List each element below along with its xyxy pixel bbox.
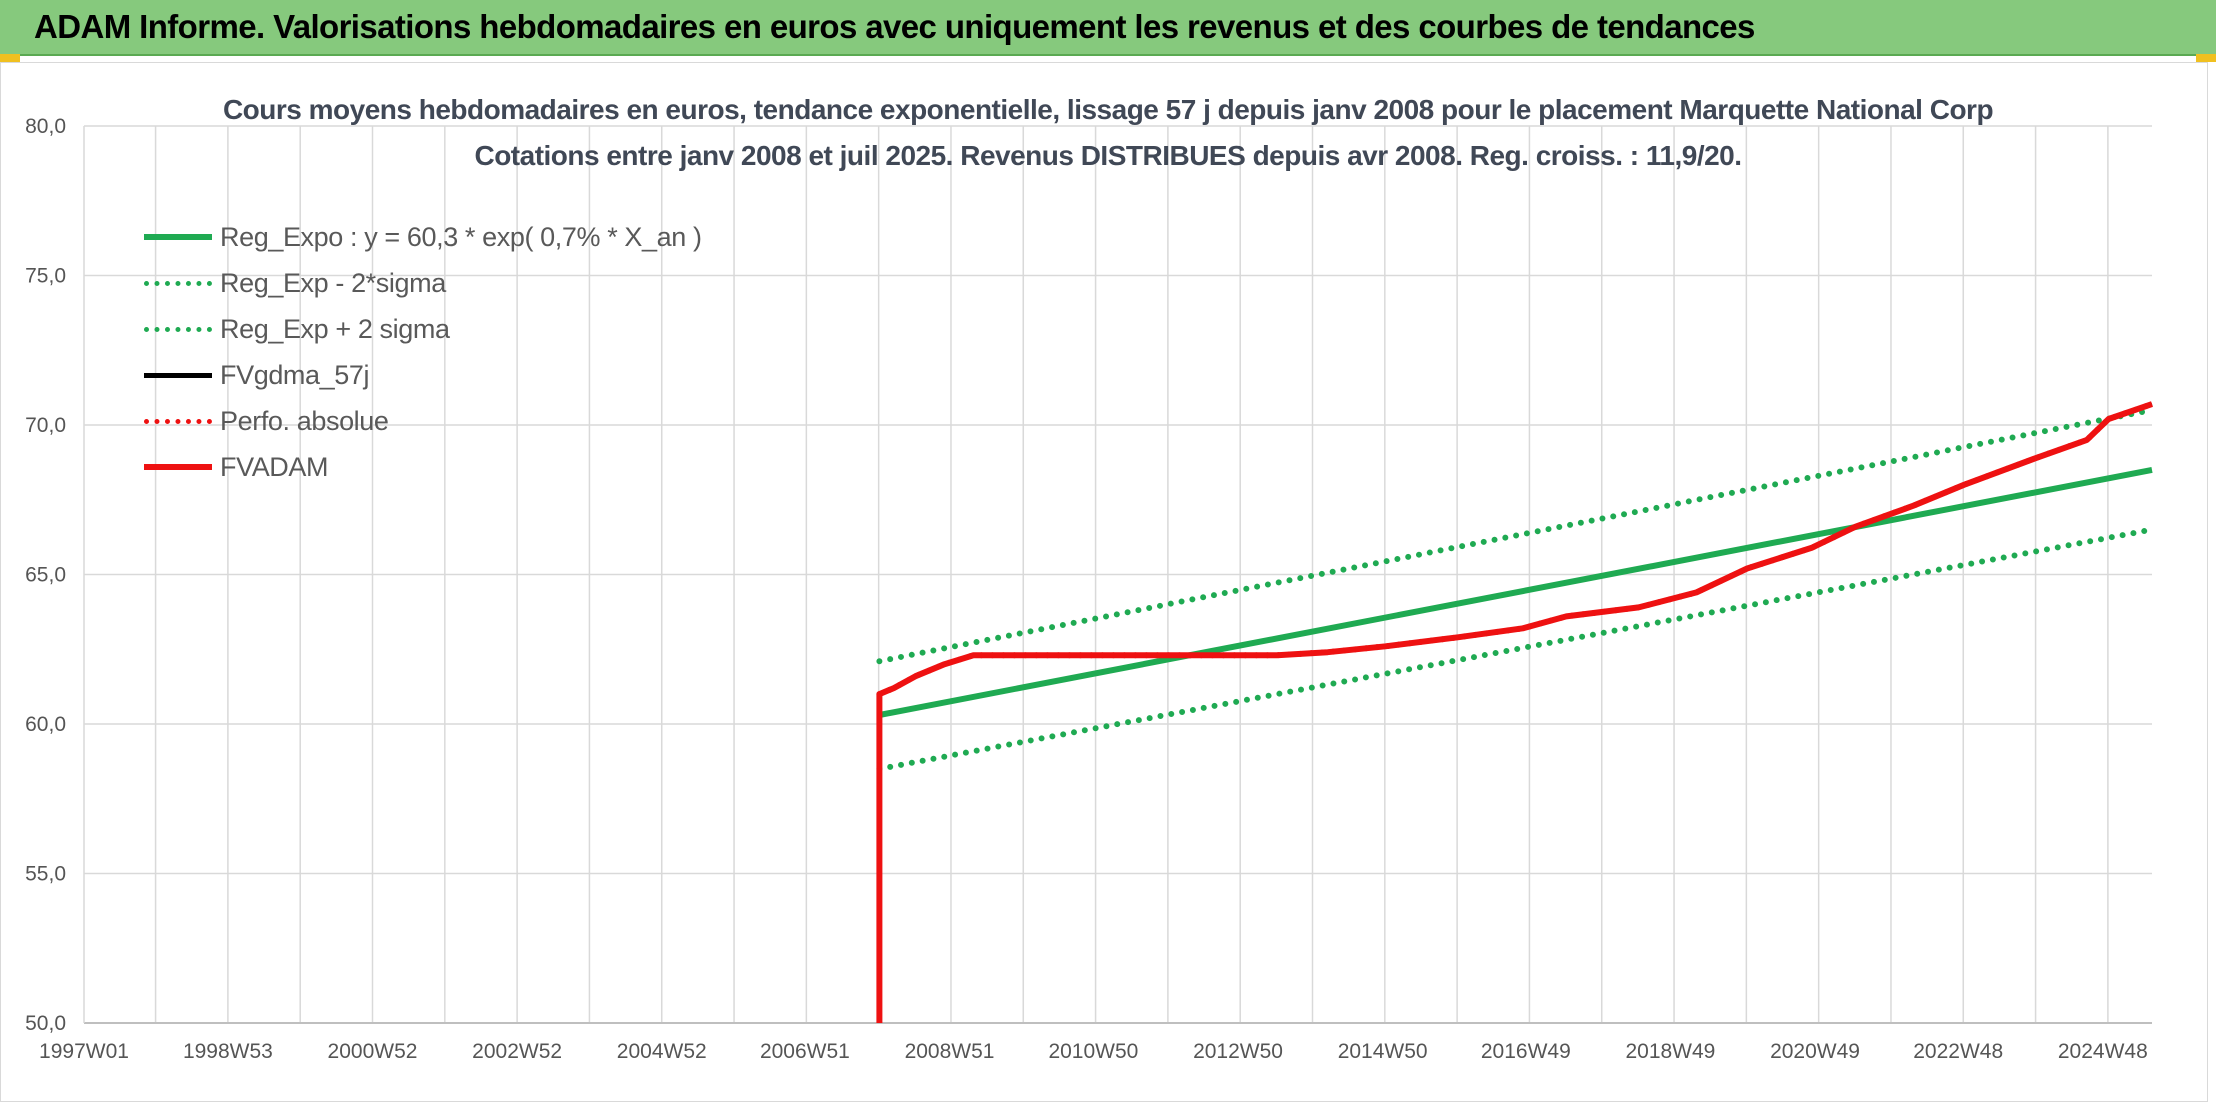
legend-item: FVgdma_57j (144, 352, 702, 398)
y-tick-label: 80,0 (25, 115, 66, 138)
x-tick-label: 2000W52 (328, 1040, 418, 1063)
x-tick-label: 2008W51 (905, 1040, 995, 1063)
y-tick-label: 60,0 (25, 713, 66, 736)
chart-legend: Reg_Expo : y = 60,3 * exp( 0,7% * X_an )… (144, 214, 702, 490)
legend-label: Reg_Exp + 2 sigma (220, 313, 450, 344)
series-layer (876, 401, 2155, 1023)
legend-item: Reg_Exp + 2 sigma (144, 306, 702, 352)
grid-layer (84, 125, 2152, 1024)
y-tick-label: 65,0 (25, 564, 66, 587)
chart-frame (0, 62, 2208, 1102)
legend-swatch (144, 464, 212, 470)
legend-label: FVgdma_57j (220, 359, 370, 390)
report-title: ADAM Informe. Valorisations hebdomadaire… (34, 8, 1755, 45)
legend-item: FVADAM (144, 444, 702, 490)
legend-label: FVADAM (220, 451, 329, 482)
chart-title: Cours moyens hebdomadaires en euros, ten… (222, 94, 1994, 125)
banner-corner-left (0, 54, 20, 62)
legend-label: Perfo. absolue (220, 405, 389, 436)
x-tick-label: 2006W51 (760, 1040, 850, 1063)
x-tick-label: 2010W50 (1048, 1040, 1138, 1063)
x-tick-label: 2016W49 (1481, 1040, 1571, 1063)
legend-swatch (144, 280, 212, 286)
y-tick-label: 50,0 (25, 1012, 66, 1035)
axis-layer: 50,0 55,0 60,0 65,0 70,0 75,0 80,0 1997W01 1998W… (25, 115, 2152, 1063)
x-tick-label: 2002W52 (472, 1040, 562, 1063)
legend-swatch (144, 326, 212, 332)
series-line-5 (876, 401, 2153, 1023)
x-tick-label: 2020W49 (1770, 1040, 1860, 1063)
x-tick-label: 2024W48 (2058, 1040, 2148, 1063)
x-tick-label: 2012W50 (1193, 1040, 1283, 1063)
legend-swatch (144, 234, 212, 240)
legend-swatch (144, 418, 212, 424)
legend-item: Reg_Exp - 2*sigma (144, 260, 702, 306)
legend-item: Perfo. absolue (144, 398, 702, 444)
y-tick-label: 75,0 (25, 265, 66, 288)
series-line-1 (876, 526, 2155, 772)
chart-subtitle: Cotations entre janv 2008 et juil 2025. … (474, 140, 1742, 171)
x-tick-label: 2004W52 (617, 1040, 707, 1063)
legend-swatch (144, 372, 212, 378)
legend-item: Reg_Expo : y = 60,3 * exp( 0,7% * X_an ) (144, 214, 702, 260)
banner-corner-right (2196, 54, 2216, 62)
x-tick-label: 1998W53 (183, 1040, 273, 1063)
x-tick-label: 1997W01 (39, 1040, 129, 1063)
report-banner: ADAM Informe. Valorisations hebdomadaire… (0, 0, 2216, 56)
legend-label: Reg_Expo : y = 60,3 * exp( 0,7% * X_an ) (220, 221, 702, 252)
series-line-2 (876, 407, 2155, 665)
x-tick-label: 2014W50 (1338, 1040, 1428, 1063)
series-line-0 (878, 466, 2153, 718)
y-tick-label: 55,0 (25, 863, 66, 886)
x-tick-label: 2018W49 (1625, 1040, 1715, 1063)
legend-label: Reg_Exp - 2*sigma (220, 267, 446, 298)
y-tick-label: 70,0 (25, 414, 66, 437)
x-tick-label: 2022W48 (1913, 1040, 2003, 1063)
